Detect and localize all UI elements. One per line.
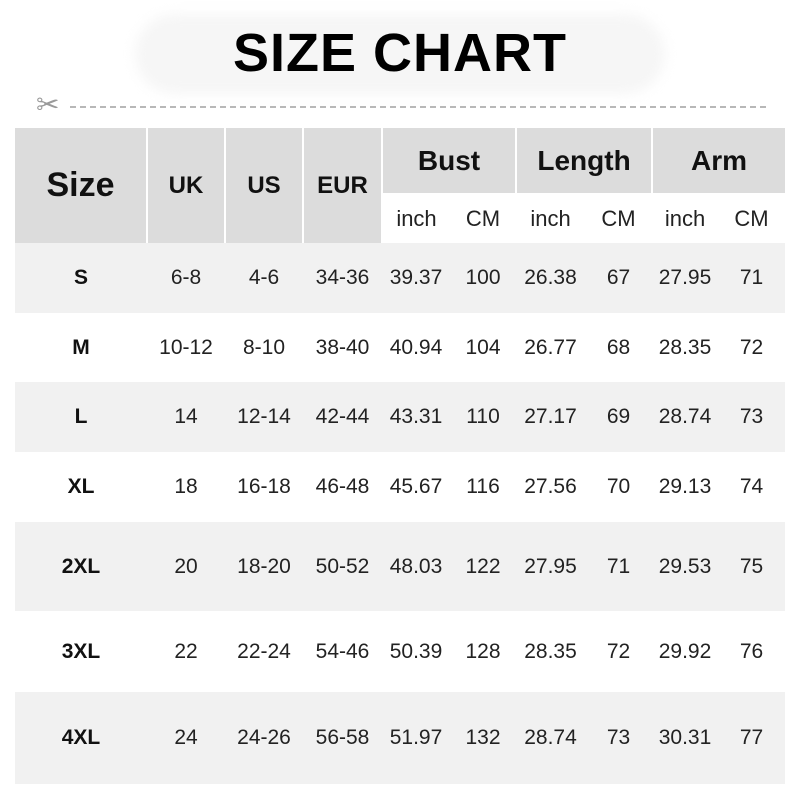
table-row: L 14 12-14 42-44 43.31 110 27.17 69 28.74 73 [15,382,786,452]
cell-us: 24-26 [225,692,303,784]
cell-arm-inch: 29.92 [658,639,712,663]
cell-us: 4-6 [225,243,303,313]
cell-eur: 54-46 [315,639,370,663]
cell-length-cm: 68 [606,335,631,359]
unit-arm-cm: CM [718,194,786,243]
cell-arm-cm: 77 [718,692,786,784]
cell-length-inch: 28.74 [516,692,586,784]
cell-bust-inch: 40.94 [389,335,443,359]
cell-bust-cm: 122 [450,522,517,611]
table-row: XL 18 16-18 46-48 45.67 116 27.56 70 29.13 74 [15,452,785,522]
cell-uk: 6-8 [147,243,225,313]
scissors-icon: ✂ [36,89,60,120]
title-background [135,14,665,94]
cell-arm-cm: 71 [718,243,786,313]
cell-arm-inch: 30.31 [652,692,719,784]
cell-uk: 20 [147,522,225,611]
unit-arm-inch: inch [652,194,719,243]
cell-eur: 46-48 [315,475,370,498]
header-bust: Bust [382,128,518,195]
cell-size: 4XL [15,692,147,784]
cell-length-cm: 69 [585,382,653,452]
cell-bust-cm: 132 [450,692,517,784]
cell-bust-inch: 45.67 [389,475,443,498]
header-length: Length [516,128,654,195]
cell-bust-inch: 39.37 [382,243,450,313]
cell-eur: 56-58 [303,692,382,784]
header-size: Size [15,128,148,243]
cell-length-cm: 67 [585,243,653,313]
table-row: S 6-8 4-6 34-36 39.37 100 26.38 67 27.95 71 [15,243,786,313]
cell-length-inch: 26.38 [516,243,586,313]
unit-length-cm: CM [585,194,653,243]
cell-size: S [15,243,147,313]
size-chart-table: Size UK US EUR Bust Length Arm inch CM i… [15,128,786,784]
header-uk: UK [147,128,226,243]
cell-length-inch: 27.95 [516,522,586,611]
unit-bust-cm: CM [450,194,517,243]
table-row: 3XL 22 22-24 54-46 50.39 128 28.35 72 29.92 76 [15,611,785,692]
cell-us: 16-18 [237,475,291,498]
cell-arm-inch: 29.13 [658,475,712,498]
cell-bust-cm: 104 [465,335,501,359]
cell-bust-inch: 48.03 [382,522,450,611]
cell-size: M [72,335,90,359]
cell-arm-inch: 28.35 [658,335,712,359]
cell-us: 12-14 [225,382,303,452]
header-eur: EUR [303,128,383,243]
cell-bust-inch: 51.97 [382,692,450,784]
dashed-line [70,106,766,108]
cell-arm-cm: 75 [718,522,786,611]
cell-bust-cm: 116 [466,475,500,498]
page-title: SIZE CHART [233,23,567,83]
cell-bust-inch: 50.39 [389,639,443,663]
cell-bust-cm: 128 [465,639,501,663]
cell-uk: 10-12 [159,335,213,359]
cell-bust-cm: 110 [450,382,517,452]
cell-arm-cm: 76 [739,639,764,663]
cell-bust-inch: 43.31 [382,382,450,452]
cell-arm-cm: 73 [718,382,786,452]
cell-arm-inch: 29.53 [652,522,719,611]
cell-length-cm: 72 [606,639,631,663]
cut-line-divider: ✂ [36,90,766,120]
cell-size: 3XL [61,639,101,663]
cell-length-inch: 26.77 [524,335,577,359]
cell-eur: 42-44 [303,382,382,452]
cell-uk: 22 [174,639,198,663]
table-row: M 10-12 8-10 38-40 40.94 104 26.77 68 28.35 72 [15,313,785,382]
cell-eur: 34-36 [303,243,382,313]
cell-arm-inch: 27.95 [652,243,719,313]
cell-size: 2XL [15,522,147,611]
cell-uk: 18 [174,475,198,498]
header-arm: Arm [652,128,786,195]
cell-us: 22-24 [237,639,291,663]
cell-length-cm: 70 [606,475,631,498]
cell-length-inch: 27.17 [516,382,586,452]
cell-arm-cm: 74 [739,475,764,498]
cell-arm-inch: 28.74 [652,382,719,452]
cell-arm-cm: 72 [739,335,764,359]
header-us: US [225,128,304,243]
cell-uk: 24 [147,692,225,784]
cell-length-inch: 28.35 [524,639,577,663]
cell-bust-cm: 100 [450,243,517,313]
cell-size: L [15,382,147,452]
unit-length-inch: inch [516,194,586,243]
table-row: 2XL 20 18-20 50-52 48.03 122 27.95 71 29.53 75 [15,522,786,611]
unit-bust-inch: inch [382,194,450,243]
cell-eur: 50-52 [303,522,382,611]
table-row: 4XL 24 24-26 56-58 51.97 132 28.74 73 30.31 77 [15,692,786,784]
cell-size: XL [67,475,95,498]
cell-uk: 14 [147,382,225,452]
cell-us: 8-10 [242,335,286,359]
cell-us: 18-20 [225,522,303,611]
cell-length-inch: 27.56 [524,475,577,498]
cell-eur: 38-40 [315,335,370,359]
cell-length-cm: 73 [585,692,653,784]
cell-length-cm: 71 [585,522,653,611]
